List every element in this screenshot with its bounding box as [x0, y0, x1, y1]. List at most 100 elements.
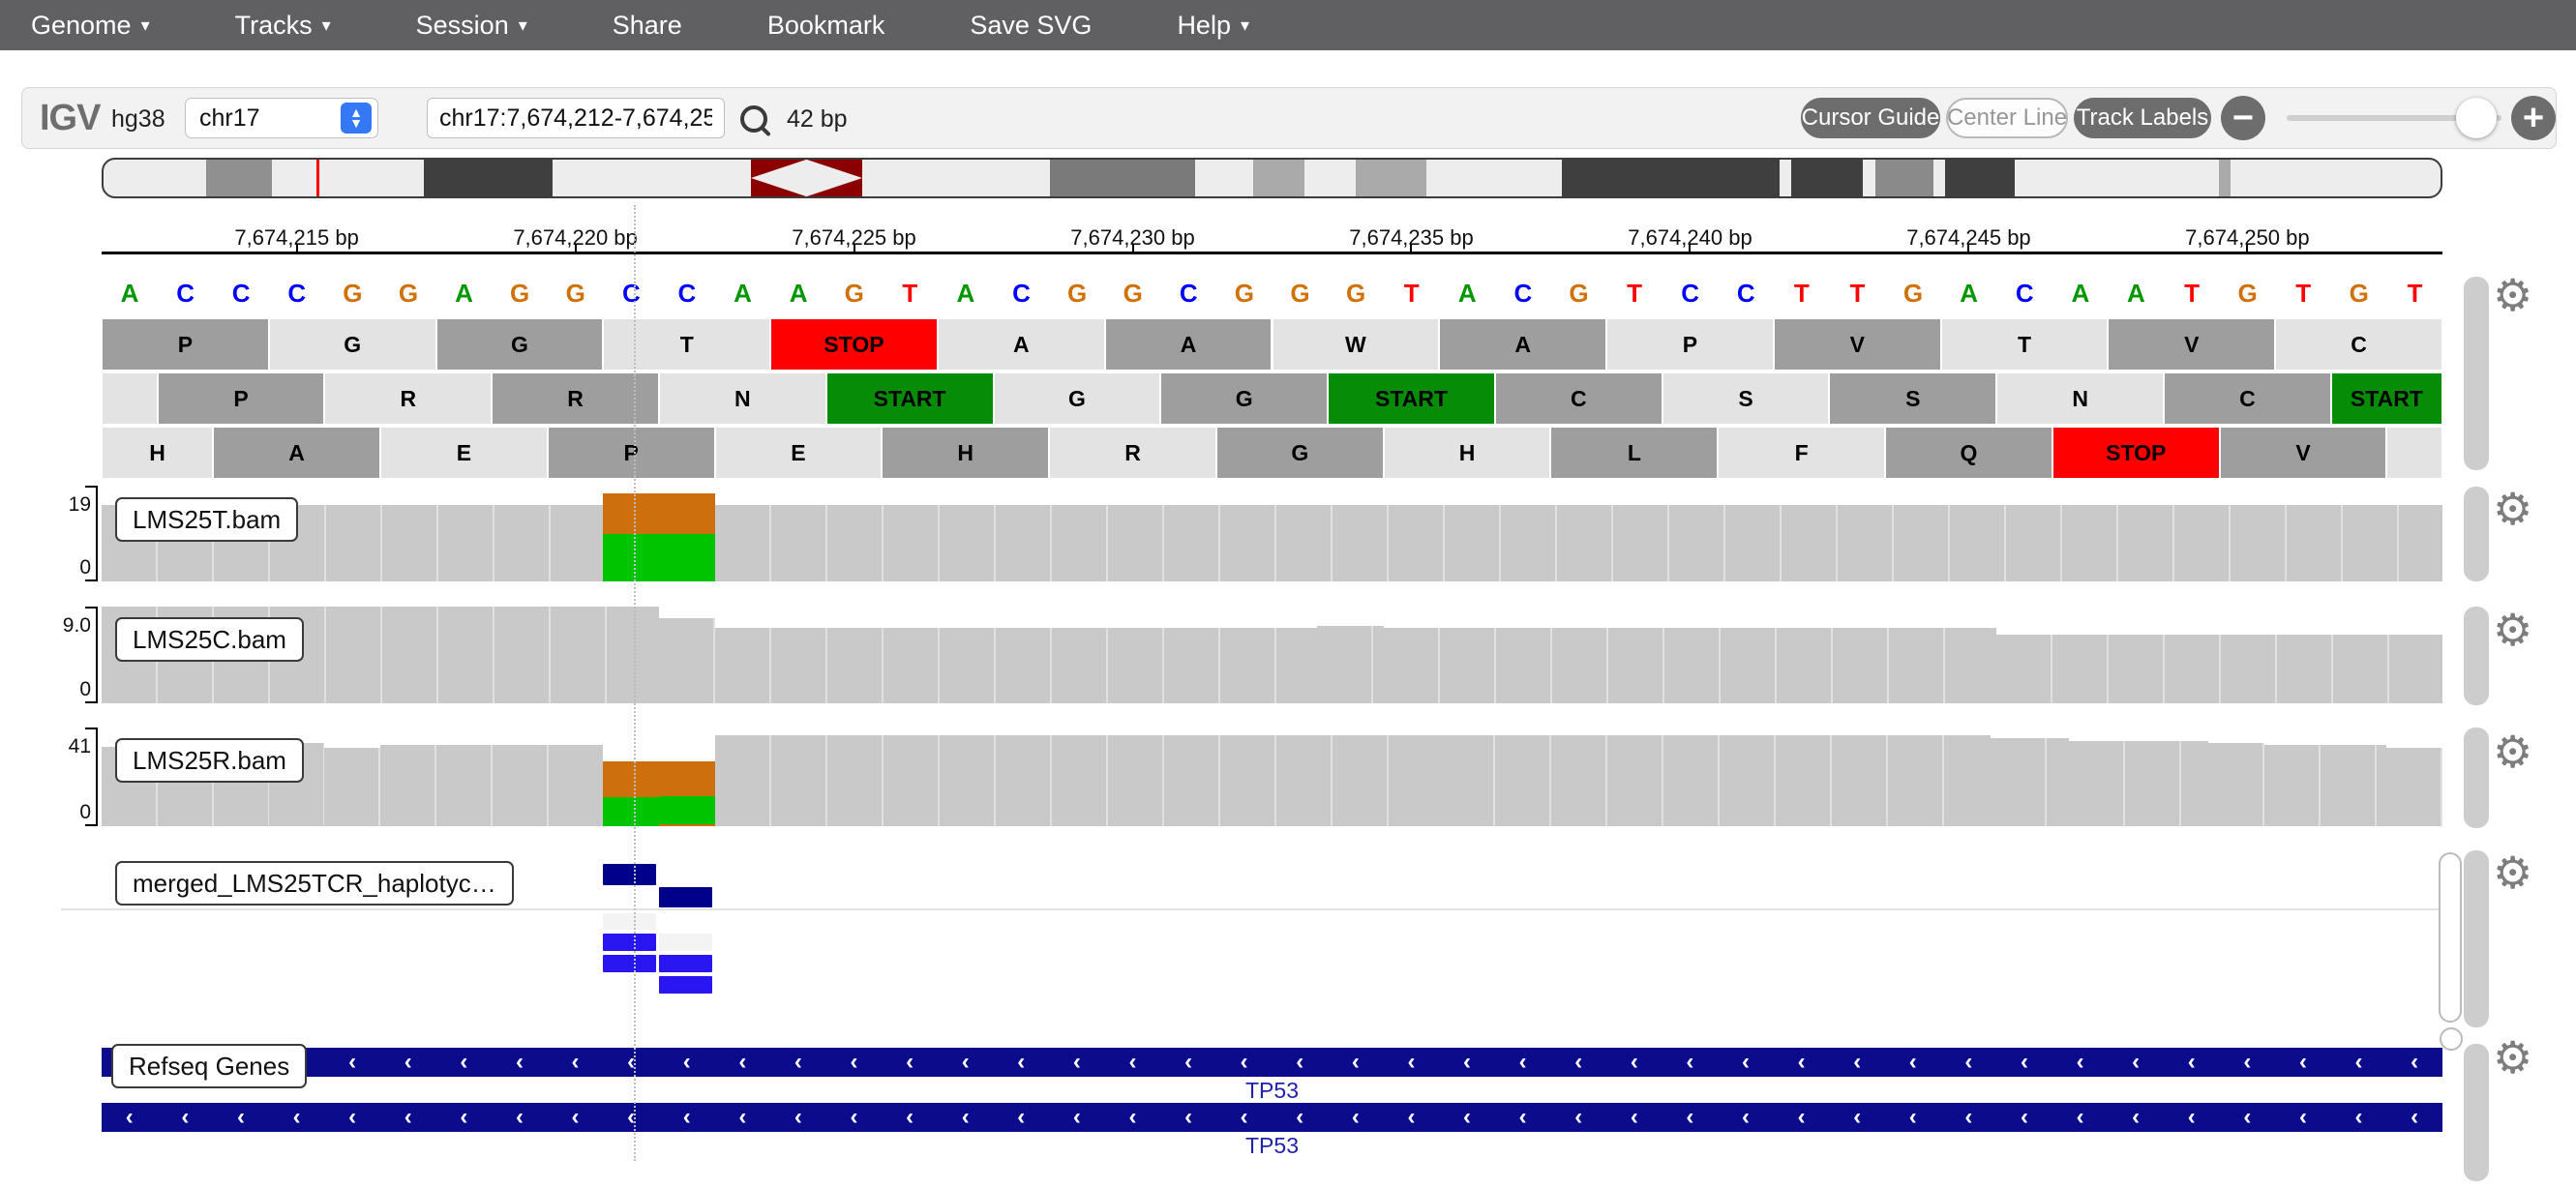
- search-icon[interactable]: [740, 105, 767, 133]
- ideogram-band: [1356, 160, 1426, 196]
- sequence-base: C: [1179, 279, 1198, 308]
- codon-block: P: [548, 428, 714, 478]
- track-label-lms25t-bam[interactable]: LMS25T.bam: [115, 497, 299, 542]
- span-label: 42 bp: [787, 105, 848, 133]
- nav-item-tracks[interactable]: Tracks ▾: [235, 11, 331, 41]
- zoom-in-button[interactable]: +: [2511, 96, 2556, 140]
- strand-chevron-icon: ‹: [1463, 1104, 1472, 1130]
- strand-chevron-icon: ‹: [906, 1104, 914, 1130]
- strand-chevron-icon: ‹: [794, 1104, 802, 1130]
- nav-bar: Genome ▾ Tracks ▾ Session ▾ Share Bookmark Save …: [0, 0, 2576, 50]
- center-line-button[interactable]: Center Line: [1946, 98, 2068, 138]
- strand-chevron-icon: ‹: [1853, 1104, 1862, 1130]
- position-marker: [315, 160, 319, 196]
- track-scrollbar[interactable]: [2464, 607, 2489, 705]
- haplotype-bar: [603, 864, 656, 885]
- strand-chevron-icon: ‹: [850, 1104, 858, 1130]
- track-gear-button[interactable]: ⚙: [2493, 1035, 2532, 1080]
- track-label-refseq-genes[interactable]: Refseq Genes: [111, 1044, 308, 1088]
- ruler-tick: [1131, 244, 1134, 252]
- strand-chevron-icon: ‹: [1407, 1104, 1416, 1130]
- track-scrollbar[interactable]: [2464, 487, 2489, 581]
- chevron-down-icon: ▾: [518, 15, 527, 35]
- strand-chevron-icon: ‹: [2298, 1104, 2307, 1130]
- strand-chevron-icon: ‹: [1574, 1049, 1583, 1075]
- nav-item-help[interactable]: Help ▾: [1177, 11, 1249, 41]
- track-resize-handle[interactable]: [2439, 852, 2462, 1023]
- nav-item-save-svg[interactable]: Save SVG: [970, 11, 1092, 41]
- strand-chevron-icon: ‹: [1351, 1104, 1360, 1130]
- strand-chevron-icon: ‹: [1853, 1049, 1862, 1075]
- strand-chevron-icon: ‹: [1574, 1104, 1583, 1130]
- sequence-base: G: [510, 279, 530, 308]
- strand-chevron-icon: ‹: [794, 1049, 802, 1075]
- allele-fraction-green: [658, 533, 715, 581]
- zoom-slider[interactable]: [2287, 98, 2501, 138]
- nav-item-label: Bookmark: [766, 10, 885, 40]
- nav-item-label: Tracks: [234, 10, 313, 40]
- gear-icon: ⚙: [2493, 270, 2533, 320]
- sequence-base: G: [343, 279, 363, 308]
- track-gear-button[interactable]: ⚙: [2493, 487, 2532, 531]
- track-scrollbar[interactable]: [2464, 277, 2489, 470]
- strand-chevron-icon: ‹: [1240, 1049, 1248, 1075]
- chromosome-ideogram[interactable]: [102, 158, 2442, 198]
- codon-block: S: [1662, 373, 1829, 424]
- codon-block: E: [715, 428, 882, 478]
- strand-chevron-icon: ‹: [1128, 1104, 1137, 1130]
- sequence-base: C: [287, 279, 307, 308]
- track-label-lms25r-bam[interactable]: LMS25R.bam: [115, 738, 304, 783]
- strand-chevron-icon: ‹: [1908, 1049, 1917, 1075]
- coverage-bar: [324, 748, 380, 826]
- sequence-base: A: [734, 279, 752, 308]
- codon-block: N: [1997, 373, 2164, 424]
- track-gear-button[interactable]: ⚙: [2493, 608, 2532, 652]
- sequence-base: G: [565, 279, 585, 308]
- track-label-haplotype[interactable]: merged_LMS25TCR_haplotyc…: [115, 861, 514, 906]
- gear-icon: ⚙: [2493, 605, 2533, 655]
- zoom-slider-thumb[interactable]: [2456, 98, 2498, 138]
- track-scrollbar[interactable]: [2464, 1044, 2489, 1181]
- cursor-guide-button[interactable]: Cursor Guide: [1801, 98, 1940, 138]
- ideogram-band: [1561, 160, 1780, 196]
- coverage-bar: [1316, 626, 1384, 703]
- track-gear-button[interactable]: ⚙: [2493, 273, 2532, 317]
- coverage-bar: [1991, 738, 2070, 826]
- axis-min-label: 0: [79, 801, 91, 823]
- axis-max-label: 9.0: [62, 614, 91, 637]
- strand-chevron-icon: ‹: [571, 1049, 580, 1075]
- track-gear-button[interactable]: ⚙: [2493, 850, 2532, 895]
- track-label-lms25c-bam[interactable]: LMS25C.bam: [115, 617, 304, 662]
- strand-chevron-icon: ‹: [571, 1104, 580, 1130]
- strand-chevron-icon: ‹: [1964, 1049, 1973, 1075]
- track-labels-button[interactable]: Track Labels: [2074, 98, 2211, 138]
- ruler-line: [102, 252, 2442, 254]
- ideogram-band: [2218, 160, 2231, 196]
- strand-chevron-icon: ‹: [348, 1104, 357, 1130]
- coverage-bar: [714, 504, 2442, 581]
- strand-chevron-icon: ‹: [1407, 1049, 1416, 1075]
- codon-block: START: [1329, 373, 1494, 424]
- codon-block: A: [1105, 319, 1272, 370]
- strand-chevron-icon: ‹: [682, 1049, 691, 1075]
- nav-item-share[interactable]: Share: [613, 11, 682, 41]
- ideogram-band: [1253, 160, 1305, 196]
- codon-partial-block: [2387, 428, 2441, 478]
- sequence-base: G: [1569, 279, 1589, 308]
- nav-item-session[interactable]: Session ▾: [416, 11, 527, 41]
- chromosome-select[interactable]: chr17 ▲ ▼: [185, 98, 378, 138]
- codon-block: T: [1941, 319, 2108, 370]
- track-toggle-circle[interactable]: [2440, 1027, 2463, 1051]
- sequence-base: C: [621, 279, 641, 308]
- track-scrollbar[interactable]: [2464, 850, 2489, 1027]
- ideogram-band: [1790, 160, 1864, 196]
- zoom-out-button[interactable]: −: [2221, 96, 2265, 140]
- codon-block: N: [659, 373, 825, 424]
- nav-item-bookmark[interactable]: Bookmark: [767, 11, 885, 41]
- gene-bar: ‹ ‹ ‹ ‹ ‹ ‹ ‹ ‹ ‹ ‹ ‹ ‹ ‹ ‹ ‹ ‹ ‹ ‹ ‹ ‹ ‹ ‹ ‹ ‹ ‹ ‹ ‹ ‹ ‹ ‹ ‹ ‹ ‹ ‹ ‹ ‹ ‹ ‹ ‹ ‹…: [102, 1103, 2442, 1132]
- nav-item-genome[interactable]: Genome ▾: [31, 11, 150, 41]
- track-scrollbar[interactable]: [2464, 728, 2489, 828]
- locus-input[interactable]: [427, 98, 725, 138]
- track-gear-button[interactable]: ⚙: [2493, 729, 2532, 774]
- nav-item-label: Help: [1177, 10, 1231, 40]
